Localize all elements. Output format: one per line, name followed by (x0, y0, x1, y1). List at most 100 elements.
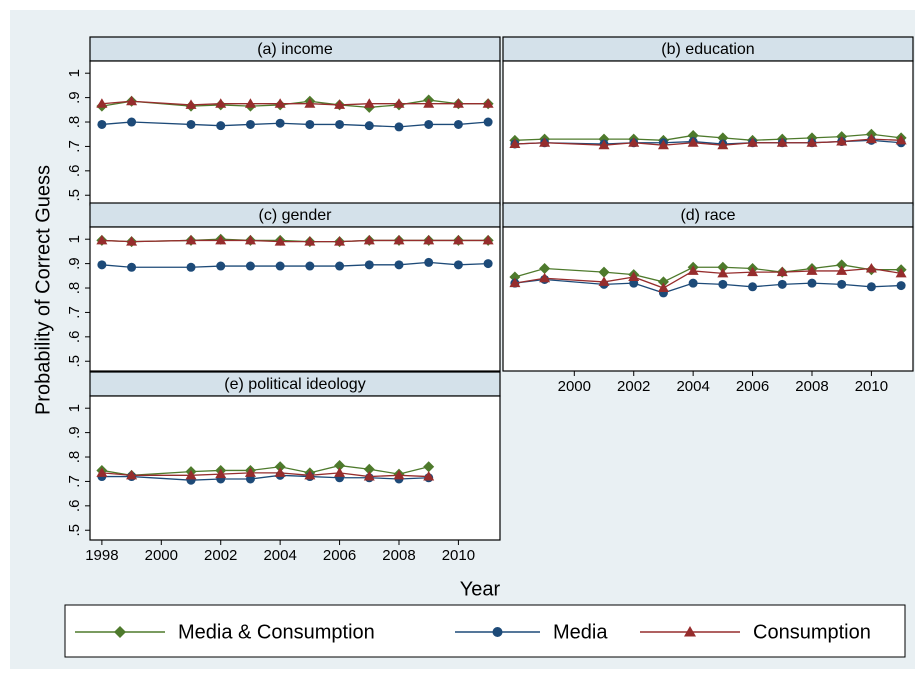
panel-title: (e) political ideology (224, 376, 365, 393)
x-tick-label: 2000 (145, 547, 178, 564)
panel-title: (b) education (661, 41, 754, 58)
marker-diamond (598, 266, 610, 278)
marker-diamond (423, 461, 435, 473)
marker-circle (483, 259, 493, 269)
marker-circle (275, 118, 285, 128)
marker-circle (807, 278, 817, 288)
marker-triangle (423, 98, 435, 108)
marker-triangle (274, 98, 286, 108)
legend-marker (114, 626, 126, 638)
marker-triangle (96, 234, 108, 245)
x-tick-label: 2002 (204, 547, 237, 564)
legend-marker (492, 627, 503, 637)
marker-triangle (895, 267, 907, 278)
y-tick-label: .5 (66, 355, 83, 368)
marker-triangle (334, 467, 346, 477)
y-tick-label: 1 (66, 69, 83, 77)
marker-circle (245, 261, 255, 271)
marker-circle (245, 119, 255, 129)
marker-triangle (836, 265, 848, 275)
y-tick-label: .9 (66, 426, 83, 439)
marker-circle (335, 119, 345, 129)
marker-diamond (836, 259, 848, 271)
marker-diamond (274, 461, 286, 473)
marker-triangle (657, 139, 669, 150)
marker-triangle (687, 265, 699, 275)
marker-triangle (304, 98, 316, 108)
panel-title: (a) income (257, 41, 333, 58)
y-tick-label: .6 (66, 331, 83, 344)
y-tick-label: .6 (66, 165, 83, 178)
plot-area (89, 226, 501, 372)
marker-triangle (895, 134, 907, 145)
marker-triangle (865, 133, 877, 144)
marker-triangle (628, 271, 640, 282)
marker-circle (364, 260, 374, 270)
marker-triangle (865, 262, 877, 273)
marker-triangle (776, 137, 788, 147)
marker-triangle (393, 234, 405, 245)
panel-header (89, 202, 501, 228)
marker-circle (97, 260, 107, 270)
marker-triangle (363, 471, 375, 481)
marker-circle (837, 279, 847, 289)
marker-circle (718, 279, 728, 289)
marker-triangle (185, 469, 197, 480)
plot-area (89, 395, 501, 541)
marker-diamond (657, 276, 669, 288)
y-tick-label: .7 (66, 140, 83, 153)
marker-triangle (539, 137, 551, 147)
marker-circle (127, 262, 137, 272)
marker-triangle (185, 234, 197, 245)
marker-circle (394, 260, 404, 270)
marker-triangle (393, 98, 405, 108)
x-tick-label: 2002 (617, 378, 650, 395)
marker-circle (127, 117, 137, 127)
y-tick-label: .5 (66, 524, 83, 537)
marker-triangle (539, 272, 551, 283)
marker-circle (394, 122, 404, 132)
marker-triangle (126, 95, 138, 106)
marker-triangle (215, 234, 227, 245)
marker-circle (866, 282, 876, 292)
marker-circle (364, 121, 374, 131)
legend-label: Consumption (753, 621, 871, 643)
marker-circle (483, 117, 493, 127)
marker-triangle (776, 266, 788, 277)
marker-triangle (185, 99, 197, 109)
marker-triangle (509, 138, 521, 148)
x-axis-title: Year (460, 578, 501, 600)
marker-diamond (539, 262, 551, 274)
marker-triangle (482, 98, 494, 108)
marker-diamond (363, 463, 375, 475)
plot-area (502, 60, 914, 206)
marker-triangle (244, 98, 256, 108)
plot-area (89, 60, 501, 206)
plot-area (502, 226, 914, 372)
marker-triangle (304, 236, 316, 246)
x-tick-label: 2010 (855, 378, 888, 395)
y-tick-label: .7 (66, 306, 83, 319)
y-tick-label: .5 (66, 189, 83, 202)
marker-triangle (717, 139, 729, 150)
panel-header (89, 36, 501, 62)
marker-circle (216, 261, 226, 271)
y-tick-label: .6 (66, 500, 83, 513)
marker-circle (777, 279, 787, 289)
panel-title: (d) race (680, 207, 735, 224)
y-tick-label: 1 (66, 235, 83, 243)
marker-circle (424, 257, 434, 267)
marker-triangle (244, 467, 256, 477)
marker-triangle (806, 265, 818, 275)
y-tick-label: .8 (66, 282, 83, 295)
marker-triangle (393, 469, 405, 480)
marker-diamond (334, 460, 346, 472)
y-axis-title: Probability of Correct Guess (32, 165, 54, 415)
x-tick-label: 2006 (736, 378, 769, 395)
x-tick-label: 2000 (558, 378, 591, 395)
marker-triangle (274, 467, 286, 477)
marker-triangle (482, 234, 494, 245)
marker-triangle (363, 234, 375, 245)
marker-triangle (334, 236, 346, 246)
